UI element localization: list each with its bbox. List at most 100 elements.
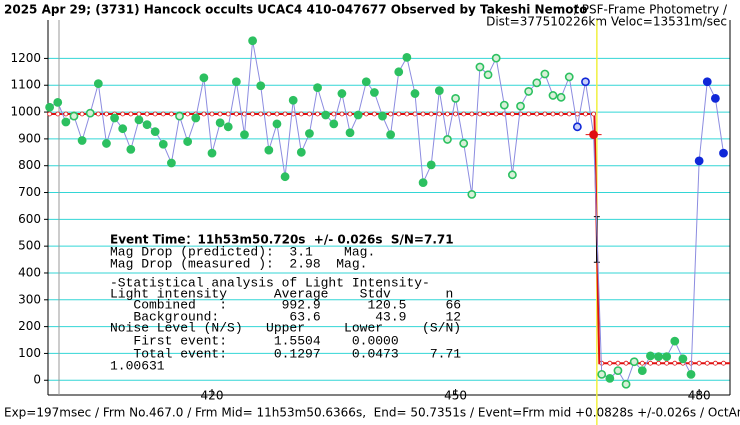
data-point	[231, 77, 241, 87]
model-dot	[266, 111, 272, 117]
model-dot	[201, 111, 207, 117]
data-point	[508, 170, 517, 180]
y-tick-label: 100	[18, 346, 41, 360]
data-point	[215, 118, 225, 128]
data-point	[296, 147, 306, 157]
model-dot	[55, 111, 61, 117]
model-dot	[469, 111, 475, 117]
data-point	[264, 145, 274, 155]
model-dot	[558, 111, 564, 117]
data-point	[288, 95, 298, 105]
model-dot	[672, 360, 678, 366]
data-point	[272, 119, 282, 129]
annotation: Mag Drop (predicted): 3.1 Mag.	[110, 244, 375, 259]
model-dot	[185, 111, 191, 117]
model-dot	[639, 360, 645, 366]
model-dot	[420, 111, 426, 117]
data-point	[313, 83, 322, 93]
y-tick-label: 800	[18, 158, 41, 172]
model-dot	[396, 111, 402, 117]
data-point	[605, 373, 615, 383]
event-time: Event Time：11h53m50.720s +/- 0.026s S/N=…	[110, 233, 454, 247]
model-dot	[445, 111, 450, 117]
model-dot	[615, 360, 621, 366]
data-point	[223, 122, 233, 132]
y-tick-label: 1000	[10, 105, 41, 119]
data-point	[556, 92, 566, 102]
model-dot	[258, 111, 264, 117]
data-point	[158, 139, 168, 149]
data-point	[719, 148, 728, 158]
data-point	[329, 119, 339, 129]
chart-title: 2025 Apr 29; (3731) Hancock occults UCAC…	[4, 3, 587, 17]
data-point	[710, 93, 720, 103]
data-point	[646, 351, 655, 361]
data-point	[548, 91, 558, 100]
data-point	[694, 156, 704, 166]
model-dot	[274, 111, 280, 117]
model-dot	[152, 111, 158, 117]
data-point	[240, 130, 249, 139]
model-dot	[712, 360, 718, 366]
model-dot	[363, 111, 369, 117]
model-dot	[436, 111, 442, 117]
data-point	[434, 86, 444, 96]
data-point	[686, 369, 696, 379]
data-point	[345, 128, 355, 138]
model-dot	[347, 111, 353, 117]
model-dot	[63, 111, 69, 117]
data-point	[589, 130, 598, 139]
y-tick-label: 700	[18, 185, 41, 199]
data-point	[199, 73, 209, 83]
data-point	[621, 379, 631, 389]
data-point	[532, 78, 542, 88]
data-point	[467, 189, 477, 199]
model-dot	[144, 111, 150, 117]
footer: Exp=197msec / Frm No.467.0 / Frm Mid= 11…	[4, 406, 740, 420]
data-point	[280, 172, 290, 182]
model-dot	[169, 111, 174, 117]
annotation: 1.00631	[110, 358, 165, 373]
model-dot	[485, 111, 491, 117]
model-dot	[128, 111, 134, 117]
data-point	[410, 89, 420, 98]
data-point	[175, 111, 184, 121]
data-point	[69, 111, 79, 121]
data-point	[491, 53, 501, 63]
data-point	[386, 130, 396, 139]
annotation: Mag Drop (measured ): 2.98 Mag.	[110, 256, 367, 271]
data-point	[378, 111, 387, 121]
y-tick-label: 300	[18, 292, 41, 306]
data-point	[483, 70, 493, 80]
model-dot	[250, 111, 256, 117]
data-point	[540, 69, 550, 79]
data-point	[637, 366, 647, 375]
data-point	[118, 124, 128, 134]
data-point	[353, 110, 363, 120]
data-point	[581, 77, 590, 87]
data-point	[564, 72, 574, 82]
data-point	[248, 36, 257, 46]
y-tick-label: 1100	[10, 78, 41, 92]
model-dot	[298, 111, 304, 117]
data-point	[418, 178, 428, 187]
data-point	[53, 98, 63, 107]
data-point	[61, 117, 71, 127]
model-dot	[550, 111, 556, 117]
data-point	[654, 352, 663, 362]
model-dot	[282, 111, 288, 117]
model-dot	[104, 111, 109, 117]
chart-subtitle: Dist=377510226km Veloc=13531m/sec	[486, 15, 727, 29]
data-point	[662, 352, 672, 362]
y-tick-label: 600	[18, 212, 41, 226]
data-point	[670, 336, 680, 346]
data-point	[361, 77, 371, 87]
data-point	[459, 139, 469, 148]
model-dot	[95, 111, 101, 117]
annotation: Noise Level (N/S) Upper Lower (S/N)	[110, 320, 461, 335]
data-point	[102, 139, 111, 148]
model-dot	[648, 360, 653, 366]
data-point	[256, 81, 266, 91]
